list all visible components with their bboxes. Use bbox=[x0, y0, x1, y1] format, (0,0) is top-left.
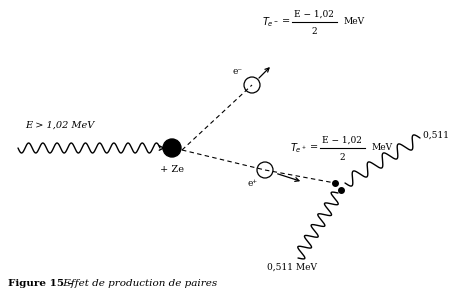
Text: =: = bbox=[282, 18, 290, 26]
Text: MeV: MeV bbox=[372, 144, 393, 152]
Text: 2: 2 bbox=[339, 152, 345, 161]
Text: $T_{e^+}$: $T_{e^+}$ bbox=[290, 141, 307, 155]
Text: E − 1,02: E − 1,02 bbox=[322, 135, 362, 144]
Text: 0,511 MeV: 0,511 MeV bbox=[423, 130, 449, 139]
Text: $T_{e^-}$: $T_{e^-}$ bbox=[262, 15, 279, 29]
Text: e⁺: e⁺ bbox=[248, 178, 258, 188]
Text: Effet de production de paires: Effet de production de paires bbox=[60, 279, 217, 287]
Circle shape bbox=[163, 139, 181, 157]
Text: E > 1,02 MeV: E > 1,02 MeV bbox=[26, 120, 95, 130]
Text: Figure 15 –: Figure 15 – bbox=[8, 279, 73, 287]
Text: 0,511 MeV: 0,511 MeV bbox=[267, 263, 317, 272]
Text: + Ze: + Ze bbox=[160, 166, 184, 175]
Text: E − 1,02: E − 1,02 bbox=[294, 9, 334, 18]
Text: 2: 2 bbox=[311, 26, 317, 35]
Text: =: = bbox=[310, 144, 318, 152]
Text: e⁻: e⁻ bbox=[233, 67, 243, 76]
Text: MeV: MeV bbox=[344, 18, 365, 26]
